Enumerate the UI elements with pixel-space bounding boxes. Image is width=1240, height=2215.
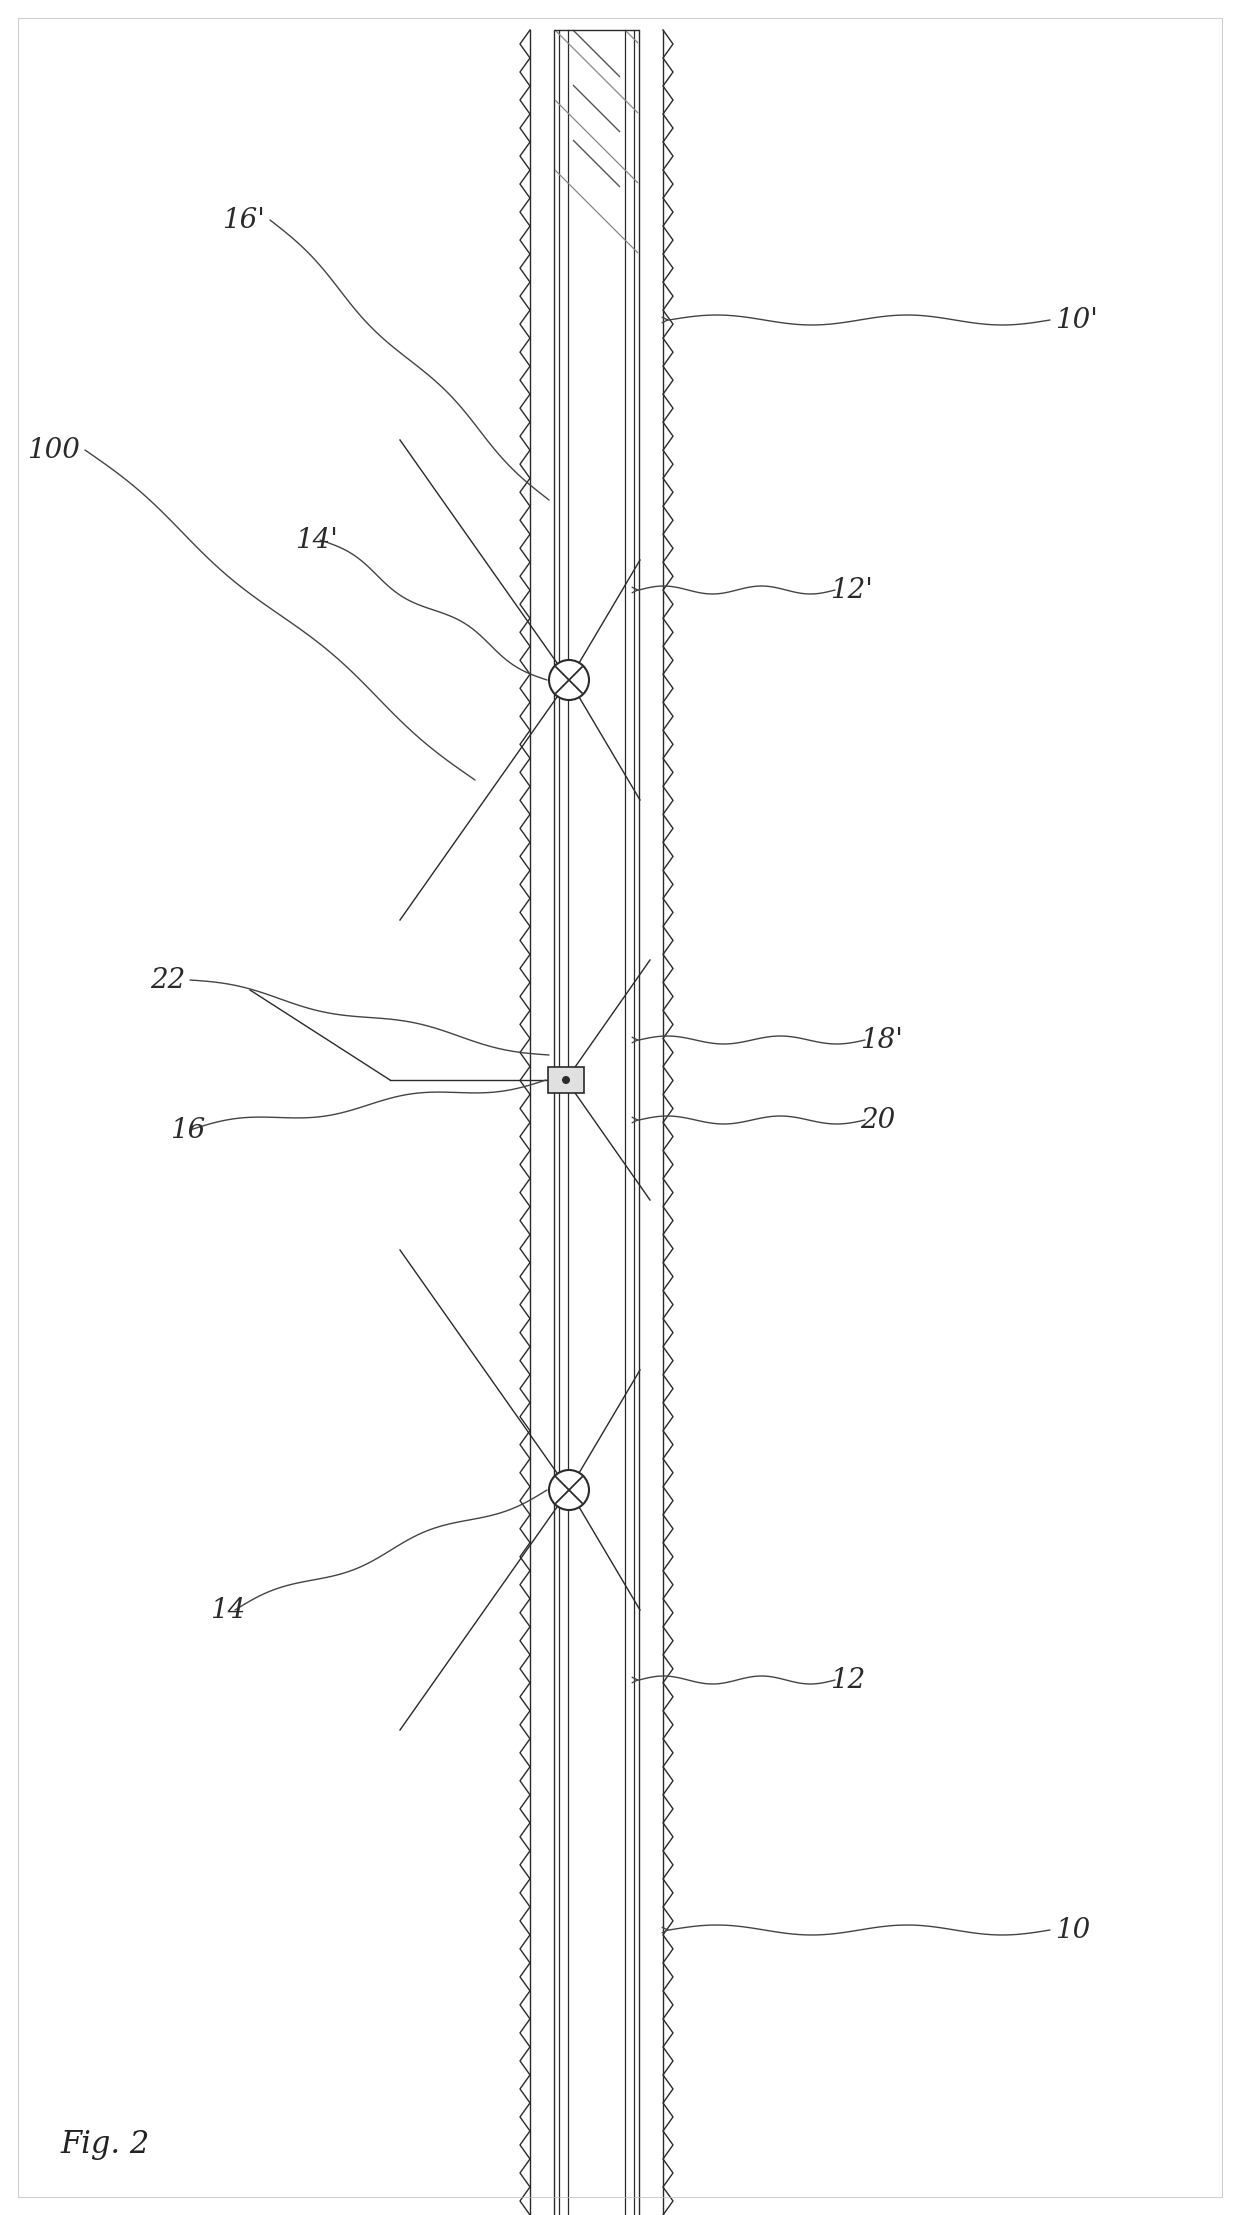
Text: 12: 12 xyxy=(830,1666,866,1694)
Circle shape xyxy=(549,1471,589,1511)
Text: 22: 22 xyxy=(150,966,185,995)
Circle shape xyxy=(562,1076,570,1083)
Text: 20: 20 xyxy=(861,1108,895,1134)
Text: 10: 10 xyxy=(1055,1916,1090,1943)
Text: Fig. 2: Fig. 2 xyxy=(60,2129,149,2160)
Text: 16': 16' xyxy=(222,206,265,233)
Text: 16: 16 xyxy=(170,1116,206,1143)
Text: 100: 100 xyxy=(27,436,81,463)
Text: 18': 18' xyxy=(861,1026,903,1054)
Text: 12': 12' xyxy=(830,576,873,602)
Circle shape xyxy=(549,660,589,700)
Text: 10': 10' xyxy=(1055,306,1097,334)
Text: 14: 14 xyxy=(210,1597,246,1624)
Text: 14': 14' xyxy=(295,527,337,554)
Bar xyxy=(548,1068,584,1092)
